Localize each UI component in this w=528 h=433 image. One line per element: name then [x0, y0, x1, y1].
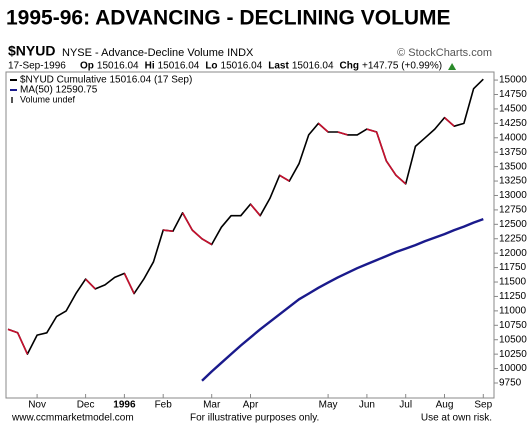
- down-segment: [366, 128, 377, 133]
- y-tick-label: 11500: [499, 277, 527, 288]
- quote-value: 15016.04: [97, 61, 139, 72]
- y-tick-label: 10000: [499, 363, 527, 374]
- y-tick-label: 9750: [499, 378, 522, 389]
- series-line: [7, 78, 484, 355]
- source: © StockCharts.com: [397, 47, 492, 59]
- quote-label: Hi: [145, 61, 155, 72]
- date: 17-Sep-1996: [8, 61, 66, 72]
- series-line: [201, 217, 484, 382]
- y-tick-label: 12250: [499, 233, 527, 244]
- plot-area: [7, 78, 484, 382]
- y-tick-label: 14500: [499, 104, 527, 115]
- symbol: $NYUD: [8, 43, 55, 59]
- quote-value: 15016.04: [221, 61, 263, 72]
- quote-label: Chg: [340, 61, 359, 72]
- y-tick-label: 14000: [499, 132, 527, 143]
- plot-frame: [5, 71, 495, 399]
- x-tick-label: 1996: [113, 400, 136, 411]
- volume-note: Volume undef: [20, 94, 76, 104]
- x-tick-label: Jun: [359, 400, 375, 411]
- quote-label: Op: [80, 61, 94, 72]
- quote-value: 15016.04: [158, 61, 200, 72]
- footer-right: Use at own risk.: [421, 413, 492, 424]
- y-tick-label: 13750: [499, 147, 527, 158]
- down-segment: [249, 203, 261, 217]
- x-tick-label: Aug: [436, 400, 454, 411]
- y-tick-label: 10750: [499, 320, 527, 331]
- x-tick-label: Apr: [243, 400, 259, 411]
- down-segment: [181, 212, 193, 231]
- y-tick-label: 13000: [499, 190, 527, 201]
- x-tick-label: Dec: [77, 400, 95, 411]
- footer-center: For illustrative purposes only.: [190, 413, 319, 424]
- y-tick-label: 11250: [499, 291, 527, 302]
- down-segment: [395, 174, 407, 185]
- quote-label: Lo: [205, 61, 217, 72]
- description: NYSE - Advance-Decline Volume INDX: [62, 47, 254, 59]
- down-segment: [123, 273, 135, 294]
- x-tick-label: Sep: [474, 400, 492, 411]
- x-tick-label: Mar: [203, 400, 221, 411]
- down-segment: [337, 131, 348, 136]
- y-tick-label: 10250: [499, 349, 527, 360]
- down-segment: [279, 174, 290, 182]
- y-tick-label: 12750: [499, 205, 527, 216]
- y-tick-label: 13250: [499, 176, 527, 187]
- x-tick-label: Feb: [155, 400, 173, 411]
- y-tick-label: 11750: [499, 262, 527, 273]
- down-segment: [443, 116, 455, 127]
- volume-icon: [11, 97, 13, 103]
- down-segment: [375, 131, 388, 162]
- y-tick-label: 12500: [499, 219, 527, 230]
- down-segment: [385, 160, 397, 176]
- y-tick-label: 12000: [499, 248, 527, 259]
- quote-value: +147.75 (+0.99%): [362, 61, 442, 72]
- down-segment: [16, 332, 29, 355]
- x-tick-label: Nov: [28, 400, 46, 411]
- down-segment: [317, 122, 329, 133]
- y-tick-label: 11000: [499, 306, 527, 317]
- x-tick-label: May: [319, 400, 338, 411]
- down-segment: [201, 238, 213, 246]
- quote-label: Last: [268, 61, 289, 72]
- y-tick-label: 15000: [499, 75, 527, 86]
- down-segment: [163, 229, 173, 233]
- y-tick-label: 14250: [499, 118, 527, 129]
- legend-label: MA(50) 12590.75: [20, 85, 98, 96]
- quote-value: 15016.04: [292, 61, 334, 72]
- x-tick-label: Jul: [399, 400, 412, 411]
- y-tick-label: 13500: [499, 161, 527, 172]
- y-tick-label: 14750: [499, 89, 527, 100]
- down-segment: [191, 229, 203, 240]
- y-tick-label: 10500: [499, 334, 527, 345]
- chart-title: 1995-96: ADVANCING - DECLINING VOLUME: [6, 7, 451, 30]
- up-arrow: [448, 63, 457, 70]
- legend-label: $NYUD Cumulative 15016.04 (17 Sep): [20, 75, 192, 86]
- footer-left: www.ccmmarketmodel.com: [11, 413, 134, 424]
- down-segment: [85, 278, 96, 290]
- down-segment: [7, 328, 18, 334]
